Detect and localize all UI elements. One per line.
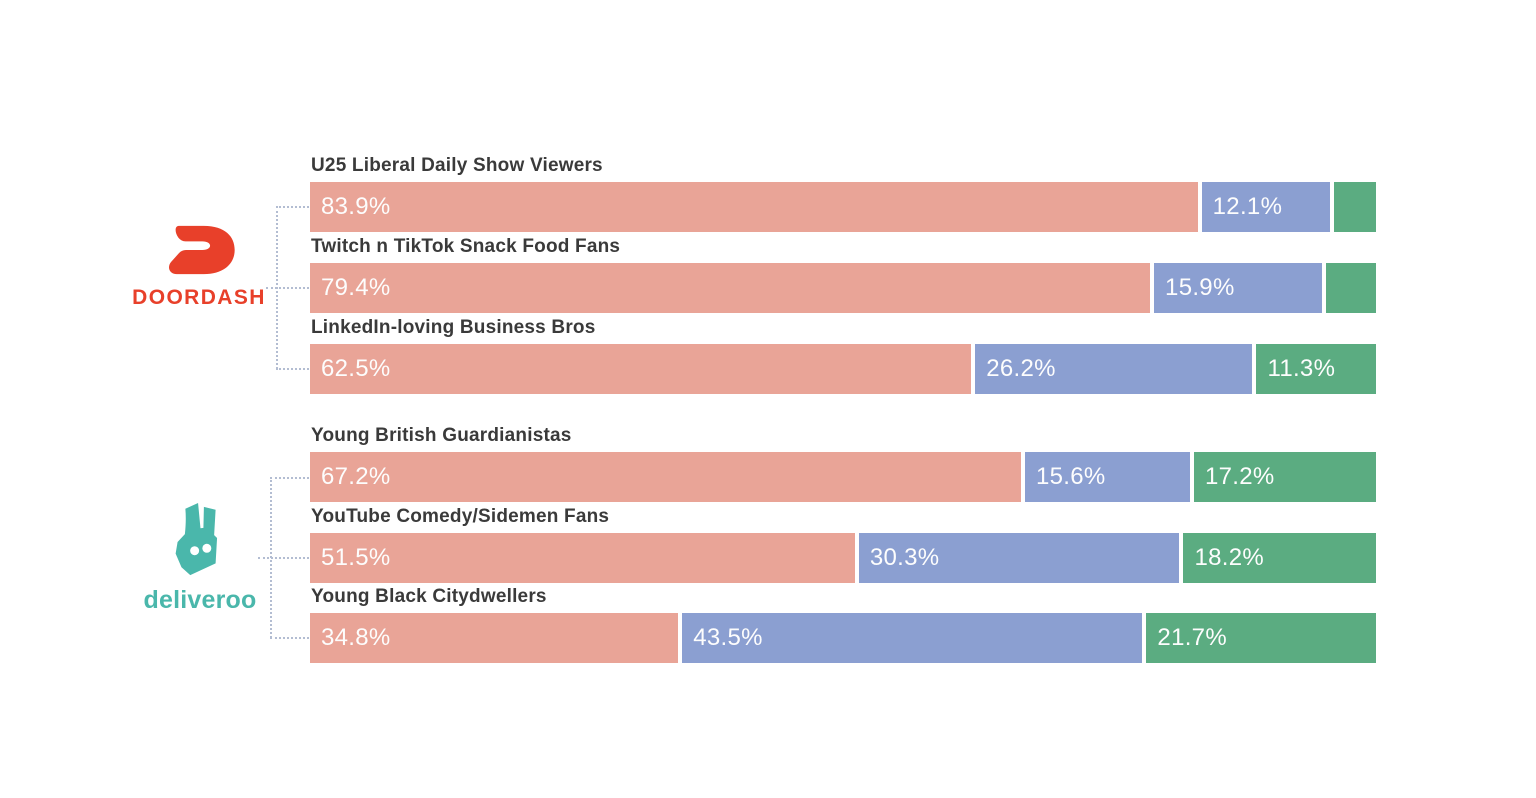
bar-segment-secondary: 43.5% xyxy=(682,613,1143,663)
segment-value-label: 12.1% xyxy=(1212,193,1283,220)
bar-segment-tertiary: 11.3% xyxy=(1256,344,1376,394)
deliveroo-icon xyxy=(175,502,218,576)
stacked-bar: 83.9% 12.1% xyxy=(310,182,1376,232)
bar-segment-primary: 83.9% xyxy=(310,182,1198,232)
doordash-icon xyxy=(168,225,235,275)
segment-value-label: 83.9% xyxy=(321,193,391,220)
bar-segment-secondary: 30.3% xyxy=(858,533,1180,583)
stacked-bar: 79.4% 15.9% xyxy=(310,263,1376,313)
connector-line xyxy=(270,637,309,639)
segment-value-label: 11.3% xyxy=(1267,355,1336,382)
bar-segment-secondary: 15.9% xyxy=(1154,263,1323,313)
bar-row: Twitch n TikTok Snack Food Fans 79.4% 15.9… xyxy=(310,236,1376,313)
segment-value-label: 26.2% xyxy=(986,355,1056,382)
bar-row: LinkedIn-loving Business Bros 62.5% 26.2% 1… xyxy=(310,317,1376,394)
deliveroo-logo: deliveroo xyxy=(143,501,257,615)
category-label: LinkedIn-loving Business Bros xyxy=(311,317,596,338)
bar-row: Young Black Citydwellers 34.8% 43.5% 21.7% xyxy=(310,586,1377,663)
doordash-logo: DOORDASH xyxy=(130,223,268,310)
category-label: Young British Guardianistas xyxy=(311,425,572,446)
segment-value-label: 15.6% xyxy=(1035,463,1106,490)
segment-value-label: 43.5% xyxy=(693,624,763,651)
deliveroo-wordmark: deliveroo xyxy=(143,586,257,614)
bar-segment-primary: 62.5% xyxy=(310,344,972,394)
bar-segment-primary: 51.5% xyxy=(310,533,855,583)
segment-value-label: 62.5% xyxy=(321,355,391,382)
bar-segment-tertiary: 21.7% xyxy=(1146,613,1377,663)
category-label: U25 Liberal Daily Show Viewers xyxy=(311,155,603,176)
segment-value-label: 67.2% xyxy=(321,463,391,490)
segment-value-label: 17.2% xyxy=(1205,463,1275,490)
stacked-bar: 34.8% 43.5% 21.7% xyxy=(310,613,1377,663)
doordash-wordmark: DOORDASH xyxy=(132,286,266,309)
bar-segment-primary: 67.2% xyxy=(310,452,1021,502)
category-label: Young Black Citydwellers xyxy=(311,586,547,607)
connector-line xyxy=(266,287,309,289)
category-label: YouTube Comedy/Sidemen Fans xyxy=(311,506,610,527)
stacked-bar: 62.5% 26.2% 11.3% xyxy=(310,344,1376,394)
bar-segment-tertiary: 17.2% xyxy=(1194,452,1376,502)
bar-segment-tertiary xyxy=(1333,182,1376,232)
bar-row: U25 Liberal Daily Show Viewers 83.9% 12.1% xyxy=(310,155,1376,232)
bar-segment-primary: 79.4% xyxy=(310,263,1151,313)
segment-value-label: 34.8% xyxy=(321,624,391,651)
connector-line xyxy=(276,206,309,208)
category-label: Twitch n TikTok Snack Food Fans xyxy=(311,236,621,257)
bar-row: YouTube Comedy/Sidemen Fans 51.5% 30.3% 18.… xyxy=(310,506,1377,583)
bar-row: Young British Guardianistas 67.2% 15.6% 17.… xyxy=(310,425,1376,502)
segment-value-label: 51.5% xyxy=(321,544,391,571)
bar-segment-tertiary: 18.2% xyxy=(1183,533,1377,583)
bar-segment-secondary: 15.6% xyxy=(1024,452,1191,502)
stacked-bar: 67.2% 15.6% 17.2% xyxy=(310,452,1376,502)
segment-value-label: 30.3% xyxy=(869,544,940,571)
bar-segment-secondary: 12.1% xyxy=(1201,182,1330,232)
connector-line xyxy=(276,368,309,370)
bar-segment-tertiary xyxy=(1326,263,1376,313)
segment-value-label: 79.4% xyxy=(321,274,391,301)
segment-value-label: 18.2% xyxy=(1194,544,1265,571)
segment-value-label: 21.7% xyxy=(1157,624,1227,651)
stacked-bar: 51.5% 30.3% 18.2% xyxy=(310,533,1377,583)
bar-segment-primary: 34.8% xyxy=(310,613,679,663)
connector-line xyxy=(258,557,309,559)
segment-value-label: 15.9% xyxy=(1165,274,1235,301)
connector-line xyxy=(270,477,309,479)
bar-segment-secondary: 26.2% xyxy=(975,344,1253,394)
